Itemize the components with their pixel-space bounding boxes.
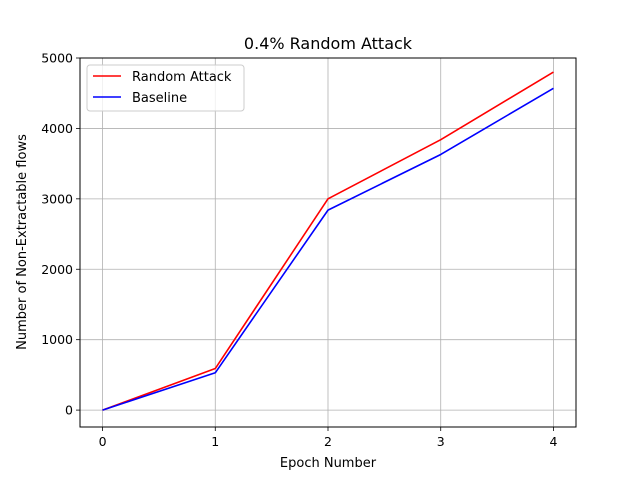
x-tick-label: 0 [99,434,107,449]
y-axis-ticks: 0 1000 2000 3000 4000 5000 [41,51,80,418]
y-tick-label: 5000 [41,51,73,66]
series-lines [102,71,554,411]
legend-box [86,64,245,112]
legend: Random Attack Baseline [86,64,245,112]
legend-label: Baseline [132,91,187,106]
x-tick-label: 2 [324,434,332,449]
chart-title: 0.4% Random Attack [244,34,413,53]
x-tick-label: 3 [437,434,445,449]
y-axis-title: Number of Non-Extractable flows [15,134,30,350]
y-tick-label: 2000 [41,262,73,277]
x-axis-ticks: 0 1 2 3 4 [99,427,557,449]
x-tick-label: 4 [549,434,557,449]
y-tick-label: 4000 [41,121,73,136]
legend-label: Random Attack [132,70,232,85]
x-axis-title: Epoch Number [280,456,377,471]
y-tick-label: 1000 [41,332,73,347]
x-tick-label: 1 [211,434,219,449]
y-tick-label: 3000 [41,191,73,206]
y-tick-label: 0 [65,403,73,418]
